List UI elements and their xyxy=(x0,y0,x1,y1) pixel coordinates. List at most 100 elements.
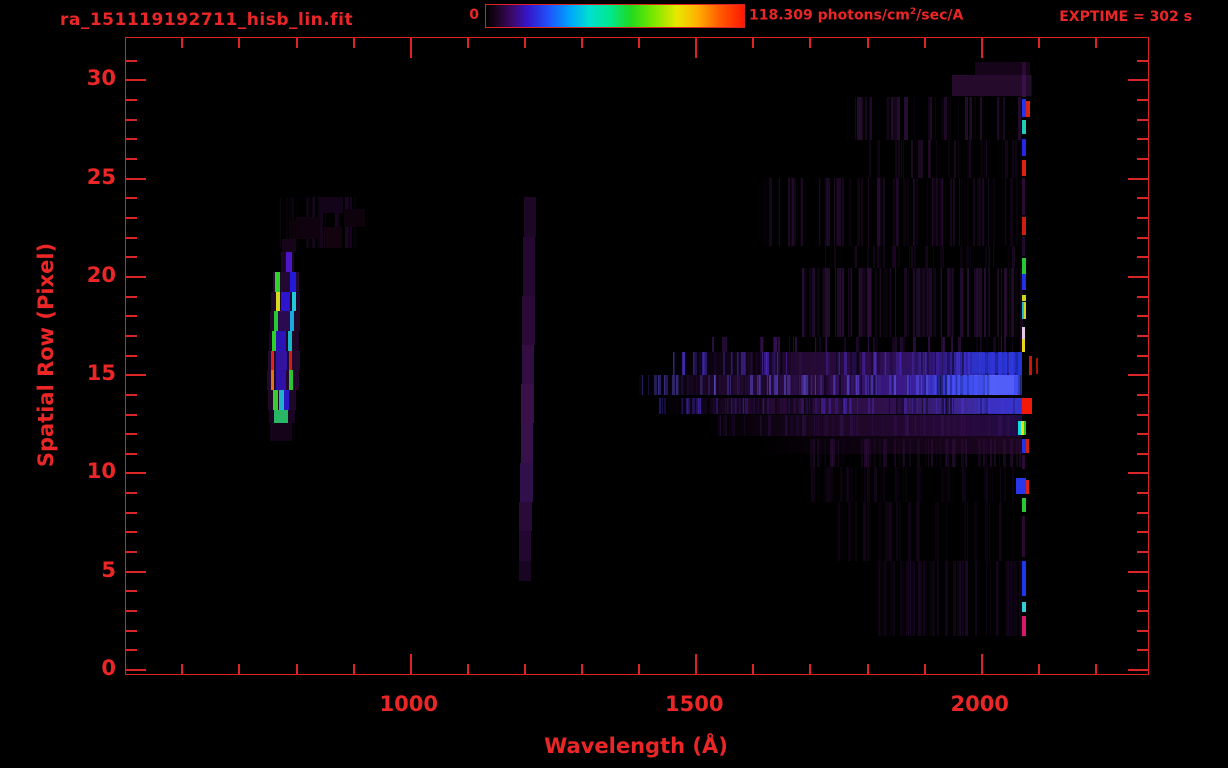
y-axis-tick xyxy=(1137,334,1148,337)
noise-striation xyxy=(922,415,926,437)
noise-striation xyxy=(784,415,787,437)
noise-striation xyxy=(673,351,676,376)
noise-striation xyxy=(959,246,963,269)
noise-striation xyxy=(956,560,959,636)
noise-striation xyxy=(801,397,804,415)
noise-striation xyxy=(963,351,967,376)
feature-cell xyxy=(1022,216,1026,235)
x-tick-label: 1500 xyxy=(665,692,724,716)
noise-striation xyxy=(878,501,882,561)
noise-striation xyxy=(803,397,805,415)
noise-striation xyxy=(801,268,805,337)
noise-striation xyxy=(867,177,869,247)
noise-striation xyxy=(893,375,896,395)
noise-striation xyxy=(1019,560,1022,636)
noise-striation xyxy=(904,268,907,337)
x-axis-tick xyxy=(466,38,469,48)
noise-striation xyxy=(917,560,920,636)
noise-striation xyxy=(666,397,669,415)
noise-striation xyxy=(975,336,978,352)
noise-striation xyxy=(965,560,967,636)
feature-cell xyxy=(1022,327,1026,339)
noise-striation xyxy=(961,351,964,376)
noise-striation xyxy=(761,375,763,395)
noise-striation xyxy=(852,351,855,376)
noise-striation xyxy=(849,268,853,337)
noise-striation xyxy=(855,375,857,395)
noise-striation xyxy=(988,177,990,247)
noise-striation xyxy=(885,501,888,561)
noise-striation xyxy=(850,177,853,247)
y-tick-label: 5 xyxy=(101,557,116,582)
x-axis-tick xyxy=(980,654,983,674)
y-axis-tick xyxy=(126,492,137,495)
noise-striation xyxy=(850,397,852,415)
noise-striation xyxy=(883,246,885,269)
noise-striation xyxy=(978,177,981,247)
noise-striation xyxy=(938,375,941,395)
noise-striation xyxy=(999,501,1002,561)
x-axis-tick xyxy=(238,38,241,48)
noise-striation xyxy=(963,466,966,502)
feature-cell xyxy=(522,295,535,345)
noise-striation xyxy=(906,466,908,502)
feature-cell xyxy=(1024,302,1026,320)
y-axis-tick xyxy=(126,610,137,613)
noise-striation xyxy=(818,415,820,437)
noise-striation xyxy=(639,375,641,395)
noise-striation xyxy=(989,439,993,467)
page-title: ra_151119192711_hisb_lin.fit xyxy=(60,10,354,30)
noise-striation xyxy=(847,375,850,395)
y-axis-tick xyxy=(1137,197,1148,200)
noise-striation xyxy=(873,336,876,352)
noise-striation xyxy=(904,268,908,337)
feature-cell xyxy=(957,376,1019,394)
noise-striation xyxy=(914,397,916,415)
noise-striation xyxy=(942,96,944,141)
noise-striation xyxy=(1019,375,1022,395)
noise-striation xyxy=(698,397,701,415)
noise-striation xyxy=(655,375,657,395)
noise-striation xyxy=(890,268,892,337)
noise-striation xyxy=(923,268,925,337)
noise-striation xyxy=(864,351,867,376)
noise-striation xyxy=(961,560,964,636)
noise-striation xyxy=(756,375,758,395)
noise-striation xyxy=(888,375,892,395)
noise-striation xyxy=(993,336,997,352)
noise-striation xyxy=(973,268,975,337)
noise-striation xyxy=(913,96,915,141)
noise-striation xyxy=(793,177,796,247)
noise-striation xyxy=(941,397,944,415)
noise-striation xyxy=(1018,439,1022,467)
noise-striation xyxy=(742,351,746,376)
noise-striation xyxy=(701,375,704,395)
y-axis-tick xyxy=(1137,492,1148,495)
noise-striation xyxy=(776,397,780,415)
noise-striation xyxy=(904,466,907,502)
noise-striation xyxy=(1011,560,1014,636)
noise-striation xyxy=(768,415,771,437)
noise-striation xyxy=(968,96,972,141)
noise-striation xyxy=(996,560,1000,636)
y-axis-tick xyxy=(1128,669,1148,672)
noise-striation xyxy=(863,268,867,337)
y-axis-tick xyxy=(126,452,137,455)
noise-striation xyxy=(873,246,875,269)
noise-striation xyxy=(825,415,828,437)
noise-striation xyxy=(769,177,772,247)
noise-striation xyxy=(997,96,1001,141)
noise-striation xyxy=(805,397,808,415)
noise-striation xyxy=(920,375,923,395)
noise-striation xyxy=(978,177,981,247)
noise-striation xyxy=(801,177,804,247)
noise-striation xyxy=(764,177,768,247)
noise-striation xyxy=(952,397,955,415)
noise-striation xyxy=(806,397,809,415)
noise-striation xyxy=(868,439,871,467)
noise-striation xyxy=(730,375,734,395)
noise-striation xyxy=(869,268,871,337)
noise-striation xyxy=(732,351,735,376)
noise-striation xyxy=(907,177,909,247)
x-axis-tick xyxy=(352,38,355,48)
